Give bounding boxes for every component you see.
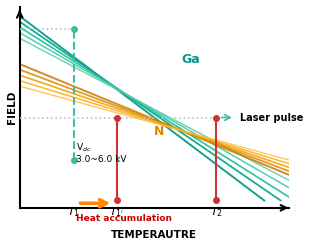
Text: $T_1$: $T_1$: [67, 205, 80, 219]
Text: $T_2$: $T_2$: [209, 205, 222, 219]
Text: N: N: [154, 125, 164, 138]
Text: Laser pulse: Laser pulse: [240, 113, 304, 123]
Text: Ga: Ga: [181, 53, 200, 66]
Text: Heat accumulation: Heat accumulation: [76, 214, 172, 223]
X-axis label: TEMPERAUTRE: TEMPERAUTRE: [111, 230, 197, 240]
Y-axis label: FIELD: FIELD: [7, 91, 17, 124]
Text: V$_{dc}$
3.0~6.0 kV: V$_{dc}$ 3.0~6.0 kV: [76, 142, 127, 165]
Text: $T_{1'}$: $T_{1'}$: [109, 205, 124, 219]
